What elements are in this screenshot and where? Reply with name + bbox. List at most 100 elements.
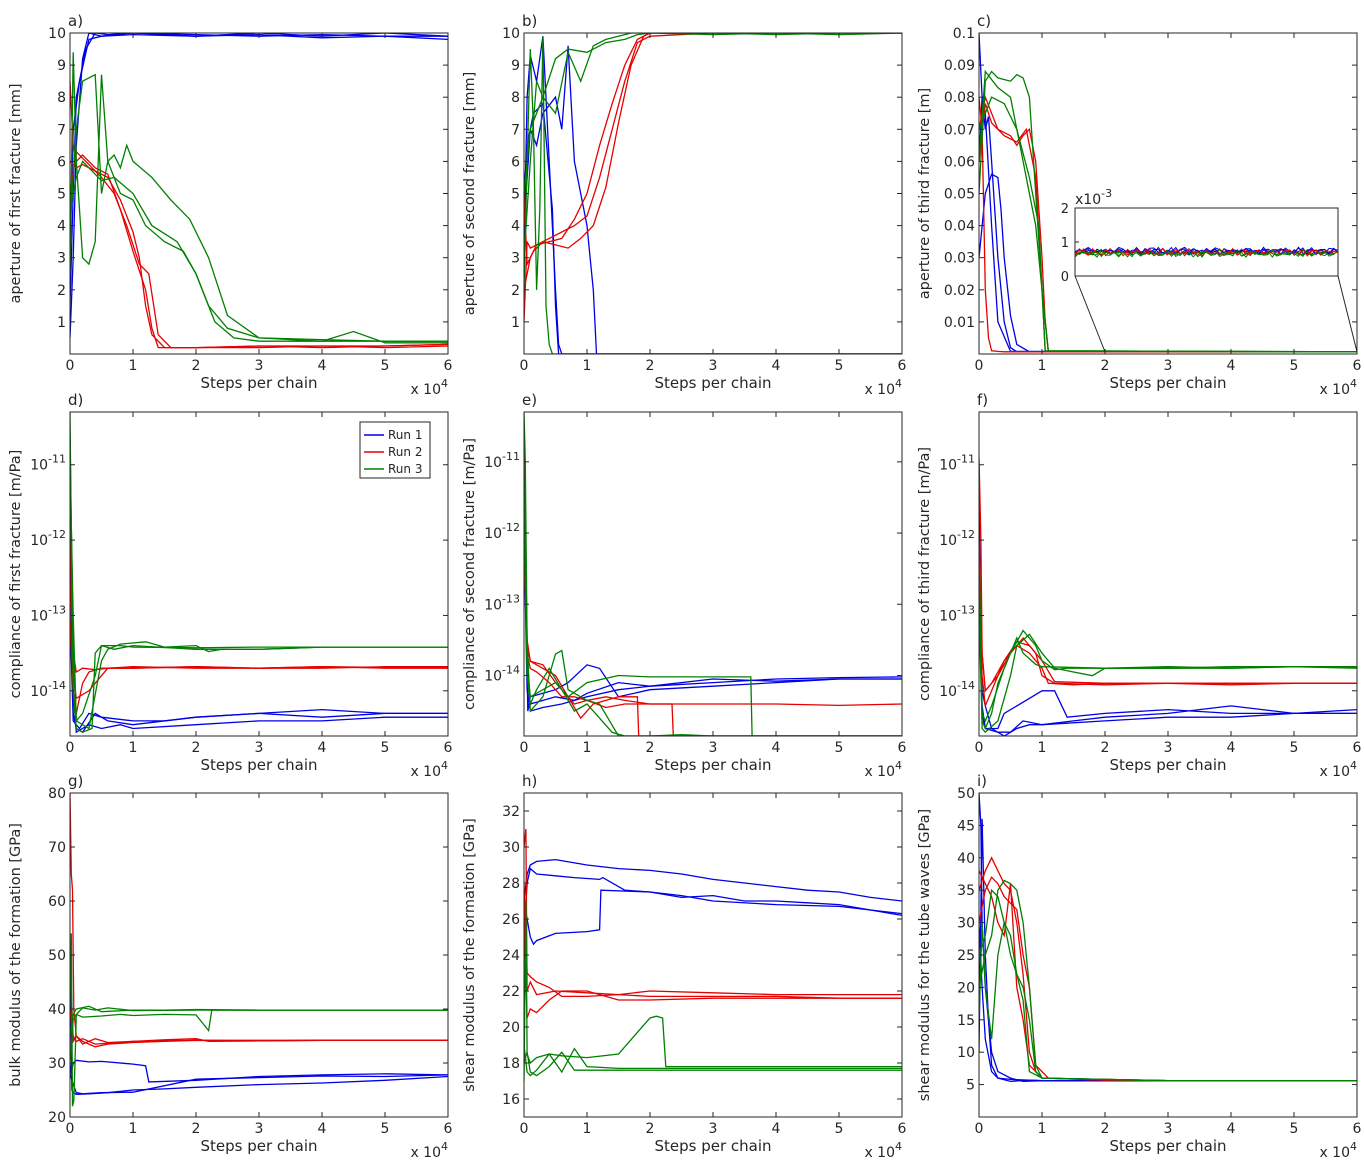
series-group — [70, 793, 448, 1107]
panel-c: 0 1 2 3 4 5 6 0.01 0.02 0.03 0.04 0.05 0.06 0.07 0.08 0… — [917, 12, 1362, 398]
series-line-run1 — [979, 577, 1357, 736]
series-group — [524, 828, 902, 1082]
x-axis-label: Steps per chain — [654, 756, 771, 774]
series-line-run2 — [524, 828, 902, 996]
x-tick-label: 2 — [646, 1121, 655, 1137]
y-axis-label: compliance of third fracture [m/Pa] — [917, 447, 933, 701]
x-tick-label: 1 — [129, 1121, 138, 1137]
panel-b: 0 1 2 3 4 5 6 1 2 3 4 5 6 7 8 9 10 Steps per chain x 104 ap… — [462, 12, 907, 398]
panel-h: 0 1 2 3 4 5 6 16 18 20 22 24 26 28 30 32 Steps per chain… — [462, 772, 907, 1161]
y-axis-label: compliance of first fracture [m/Pa] — [8, 450, 24, 699]
series-line-run2 — [70, 81, 448, 349]
series-line-run1 — [70, 540, 448, 734]
x-tick-label: 6 — [444, 740, 453, 756]
x-tick-label: 0 — [66, 740, 75, 756]
x-tick-label: 1 — [129, 740, 138, 756]
x-multiplier: x 104 — [410, 759, 448, 780]
y-tick-label: 0.09 — [944, 58, 975, 74]
x-tick-label: 3 — [709, 358, 718, 374]
series-line-run1 — [70, 464, 448, 734]
x-tick-label: 0 — [66, 358, 75, 374]
series-line-run1 — [524, 426, 902, 712]
y-tick-label: 35 — [957, 883, 975, 899]
y-tick-label: 0.1 — [953, 26, 975, 42]
y-axis-label: compliance of second fracture [m/Pa] — [462, 438, 478, 710]
x-tick-label: 2 — [1101, 740, 1110, 756]
series-group — [979, 793, 1357, 1083]
x-tick-label: 3 — [255, 740, 264, 756]
series-line-run1 — [70, 33, 448, 338]
x-tick-label: 5 — [1290, 740, 1299, 756]
series-line-run1 — [979, 793, 1357, 1083]
panel-e: 0 1 2 3 4 5 6 10-14 10-13 10-12 10-11 Steps per cha… — [462, 391, 907, 780]
series-line-run3 — [524, 497, 902, 736]
inset-series-run2 — [1074, 247, 1339, 257]
panel-label: g) — [68, 772, 83, 790]
x-tick-label: 4 — [318, 1121, 327, 1137]
panel-label: f) — [977, 391, 988, 409]
y-tick-label: 10 — [957, 1045, 975, 1061]
series-group — [70, 412, 448, 734]
y-tick-label: 40 — [957, 851, 975, 867]
series-line-run3 — [979, 879, 1357, 1082]
y-tick-label: 0.07 — [944, 122, 975, 138]
series-line-run2 — [524, 33, 902, 322]
y-tick-label: 28 — [502, 876, 520, 892]
series-line-run1 — [979, 818, 1357, 1083]
y-tick-label: 10-14 — [30, 679, 66, 700]
x-tick-label: 4 — [1227, 740, 1236, 756]
y-tick-label: 8 — [511, 90, 520, 106]
series-group — [524, 412, 902, 736]
x-multiplier: x 104 — [864, 377, 902, 398]
series-line-run1 — [524, 461, 902, 705]
x-tick-label: 4 — [1227, 1121, 1236, 1137]
series-line-run3 — [524, 461, 902, 736]
legend: Run 1 Run 2 Run 3 — [359, 421, 431, 479]
x-tick-label: 0 — [520, 740, 529, 756]
y-tick-label: 0.02 — [944, 283, 975, 299]
x-tick-label: 3 — [1164, 740, 1173, 756]
series-line-run3 — [979, 615, 1357, 731]
x-multiplier: x 104 — [1319, 377, 1357, 398]
y-tick-label: 10-14 — [484, 663, 520, 684]
series-line-run3 — [979, 888, 1357, 1082]
y-tick-label: 25 — [957, 948, 975, 964]
x-tick-label: 5 — [835, 740, 844, 756]
series-line-run3 — [70, 434, 448, 723]
inset-y-tick-label: 2 — [1061, 202, 1069, 217]
panel-label: c) — [977, 12, 991, 30]
x-tick-label: 6 — [1353, 740, 1362, 756]
y-tick-label: 10-11 — [484, 450, 520, 471]
inset-connector — [1337, 275, 1358, 352]
x-axis-label: Steps per chain — [1109, 374, 1226, 392]
series-line-run1 — [979, 173, 1357, 353]
series-line-run2 — [979, 577, 1357, 707]
x-tick-label: 1 — [1038, 1121, 1047, 1137]
x-tick-label: 2 — [192, 1121, 201, 1137]
series-line-run2 — [524, 918, 902, 1019]
y-tick-label: 0.03 — [944, 251, 975, 267]
series-line-run3 — [979, 540, 1357, 734]
y-tick-label: 0.05 — [944, 187, 975, 203]
y-axis-label: shear modulus of the formation [GPa] — [462, 818, 478, 1092]
x-axis-label: Steps per chain — [200, 374, 317, 392]
y-tick-label: 24 — [502, 948, 520, 964]
x-tick-label: 1 — [1038, 358, 1047, 374]
series-line-run1 — [70, 1059, 448, 1083]
y-tick-label: 80 — [48, 786, 66, 802]
y-tick-label: 0.01 — [944, 315, 975, 331]
x-tick-label: 3 — [709, 740, 718, 756]
y-axis-label: aperture of third fracture [m] — [917, 88, 933, 299]
x-tick-label: 0 — [975, 740, 984, 756]
x-axis-label: Steps per chain — [654, 374, 771, 392]
y-tick-label: 7 — [57, 122, 66, 138]
series-line-run1 — [70, 1073, 448, 1095]
series-line-run2 — [979, 97, 1357, 353]
y-tick-label: 5 — [511, 187, 520, 203]
series-line-run3 — [524, 900, 902, 1082]
series-line-run1 — [979, 922, 1357, 1082]
panel-label: a) — [68, 12, 83, 30]
series-line-run3 — [70, 464, 448, 730]
series-line-run3 — [524, 1051, 902, 1077]
